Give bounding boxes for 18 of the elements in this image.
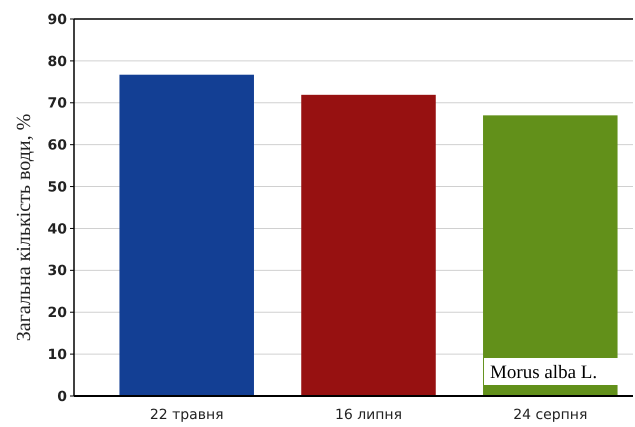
annotation: Morus alba L. (490, 362, 598, 383)
x-tick-label: 22 травня (150, 407, 224, 423)
x-tick-label: 24 серпня (513, 407, 588, 423)
y-tick-label: 20 (48, 305, 68, 322)
y-tick-label: 10 (48, 347, 68, 364)
y-tick-label: 0 (57, 388, 68, 405)
y-tick-label: 80 (48, 54, 68, 70)
y-tick-label: 50 (48, 179, 68, 196)
y-axis-title: Загальна кількість води, % (13, 114, 35, 342)
bar (119, 74, 254, 396)
y-tick-label: 70 (48, 96, 68, 112)
x-tick-label: 16 липня (334, 407, 402, 423)
y-tick-label: 30 (48, 263, 68, 280)
bar (483, 115, 618, 396)
y-tick-label: 90 (48, 12, 68, 28)
y-tick-label: 60 (48, 138, 68, 154)
y-tick-label: 40 (48, 221, 68, 238)
bar (301, 94, 436, 396)
